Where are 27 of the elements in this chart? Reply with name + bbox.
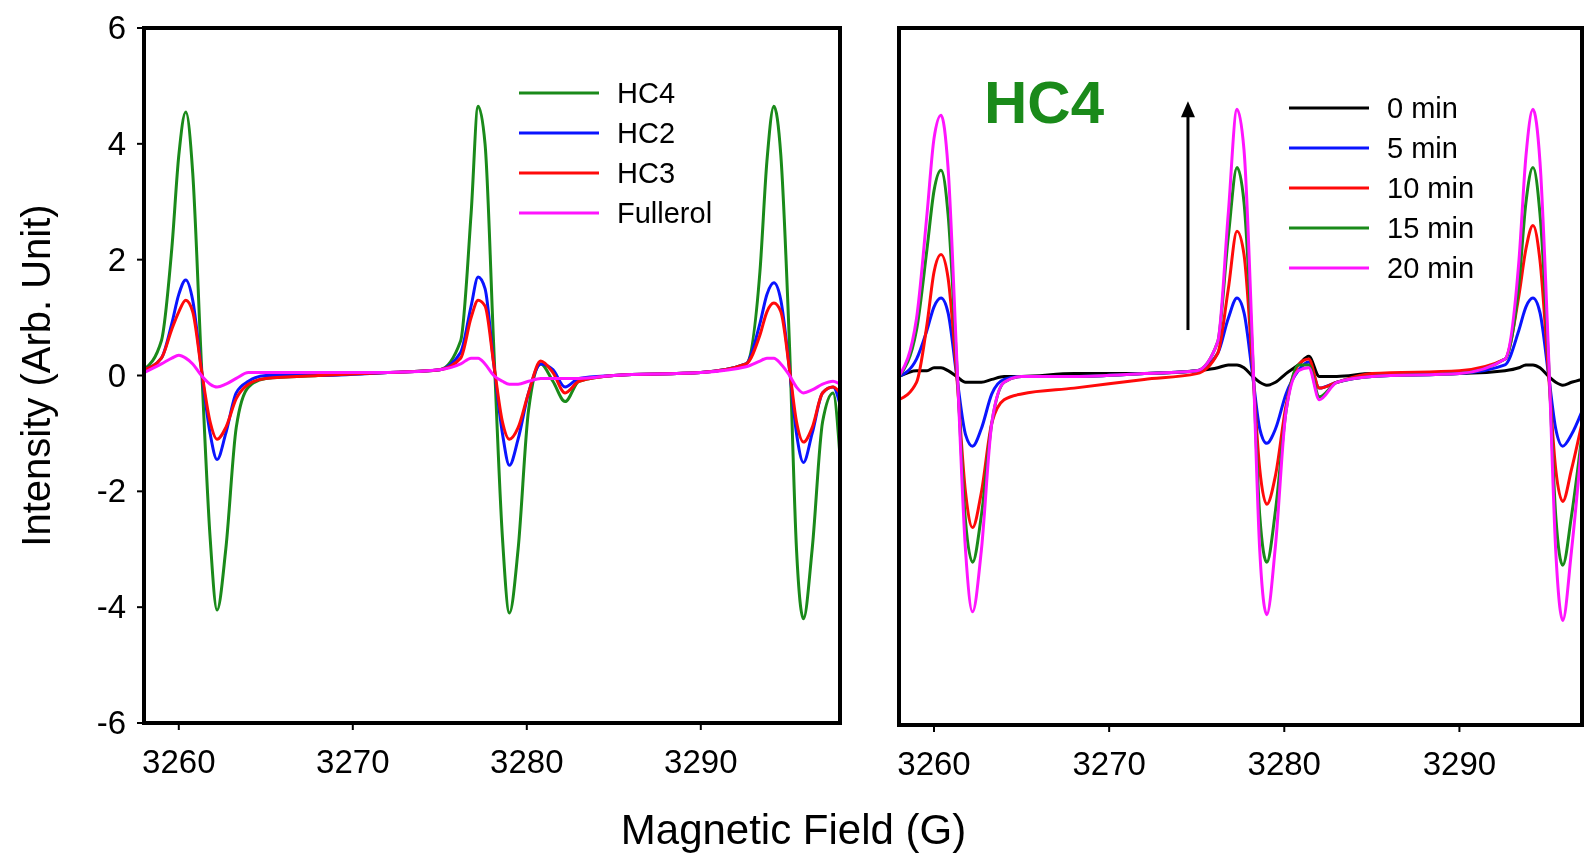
y-tick-label: 4 (107, 124, 126, 162)
x-tick-label: 3260 (142, 743, 216, 780)
legend-label: 10 min (1387, 172, 1475, 204)
y-tick-label: -2 (96, 472, 126, 510)
x-tick-label: 3260 (897, 745, 971, 782)
y-tick-label: -4 (96, 588, 126, 626)
legend-label: 15 min (1387, 212, 1475, 244)
y-axis-title: Intensity (Arb. Unit) (14, 204, 58, 547)
x-axis-title: Magnetic Field (G) (620, 806, 967, 853)
legend-label: Fullerol (617, 197, 713, 229)
x-tick-label: 3280 (490, 743, 564, 780)
legend-label: HC2 (617, 117, 676, 149)
y-tick-label: 6 (107, 9, 126, 46)
legend-label: 20 min (1387, 252, 1475, 284)
y-tick-label: 0 (107, 356, 126, 394)
x-tick-label: 3290 (1422, 745, 1497, 782)
legend-label: 5 min (1387, 132, 1458, 164)
annotation: HC4 (984, 69, 1105, 136)
x-tick-label: 3290 (664, 743, 738, 780)
legend-label: 0 min (1387, 92, 1458, 124)
x-tick-label: 3270 (1072, 745, 1146, 782)
legend-label: HC3 (617, 157, 676, 189)
x-tick-label: 3280 (1247, 745, 1321, 782)
x-tick-label: 3270 (316, 743, 390, 780)
legend-label: HC4 (617, 77, 676, 109)
y-tick-label: -6 (96, 704, 126, 741)
y-tick-label: 2 (107, 240, 126, 278)
